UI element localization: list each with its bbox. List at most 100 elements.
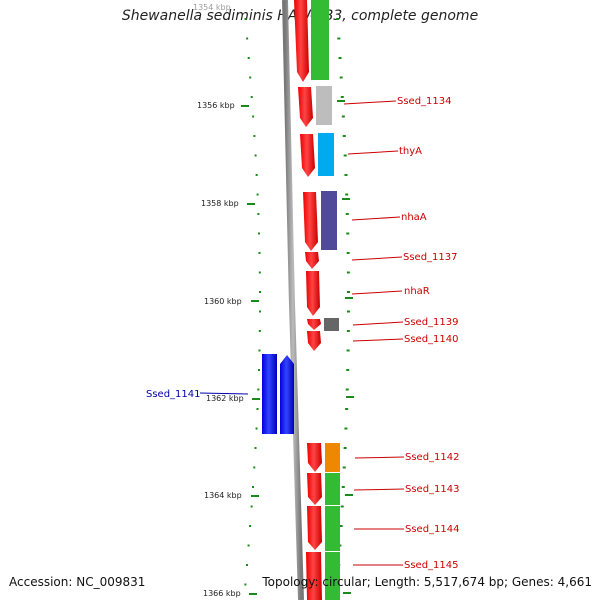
ruler-minor-tick	[345, 388, 349, 391]
ruler-minor-tick	[341, 115, 345, 118]
ruler-minor-tick	[346, 291, 350, 293]
ruler-minor-tick	[339, 525, 343, 527]
ruler-minor-tick	[254, 154, 257, 157]
ruler-minor-tick	[258, 349, 261, 352]
gene-arrow-top[interactable]	[294, 0, 309, 82]
gene-label-ssed-1143[interactable]: Ssed_1143	[405, 484, 460, 495]
genome-backbone	[282, 0, 304, 600]
label-connectors	[199, 100, 405, 566]
ruler-minor-tick	[256, 408, 259, 410]
ruler-label-1356: 1356 kbp	[197, 101, 235, 110]
gene-label-thya[interactable]: thyA	[399, 146, 422, 157]
ruler-minor-tick	[250, 96, 253, 98]
ruler-label-1358: 1358 kbp	[201, 199, 239, 208]
ruler-minor-tick	[258, 310, 261, 313]
gene-label-nhar[interactable]: nhaR	[404, 286, 430, 297]
gene-labels: Ssed_1134 thyA nhaA Ssed_1137 nhaR Ssed_…	[146, 96, 460, 571]
ruler-minor-tick	[251, 486, 254, 488]
gene-label-ssed-1142[interactable]: Ssed_1142	[405, 452, 460, 463]
ruler-minor-tick	[346, 232, 350, 235]
ruler-major-tick	[345, 494, 353, 496]
ruler-minor-tick	[346, 252, 350, 254]
cog-blocks	[311, 0, 340, 600]
ruler-minor-tick	[247, 57, 250, 59]
ruler-label-1366: 1366 kbp	[203, 589, 241, 598]
gene-label-nhaa[interactable]: nhaA	[401, 212, 427, 223]
gene-arrow-ssed-1137[interactable]	[305, 252, 319, 269]
gene-arrow-ssed-1145[interactable]	[306, 552, 322, 600]
gene-label-ssed-1139[interactable]: Ssed_1139	[404, 317, 459, 328]
gene-label-ssed-1137[interactable]: Ssed_1137	[403, 252, 458, 263]
ruler-minor-tick	[346, 369, 350, 371]
cog-block-ssed-1142	[325, 443, 340, 472]
ruler-minor-tick	[257, 213, 260, 215]
ruler-major-tick	[345, 297, 353, 299]
ruler-label-1360: 1360 kbp	[204, 297, 242, 306]
ruler-minor-tick	[249, 76, 252, 79]
gene-label-ssed-1145[interactable]: Ssed_1145	[404, 560, 459, 571]
ruler-major-tick	[251, 300, 259, 302]
ruler-minor-tick	[250, 505, 253, 508]
ruler-minor-tick	[252, 115, 255, 118]
gene-arrow-thya[interactable]	[300, 134, 315, 177]
ruler-minor-tick	[346, 310, 350, 313]
gene-label-ssed-1134[interactable]: Ssed_1134	[397, 96, 452, 107]
ruler-minor-tick	[254, 447, 257, 449]
ruler-minor-tick	[256, 193, 259, 196]
ruler-major-tick	[241, 105, 249, 107]
ruler-minor-tick	[346, 349, 350, 352]
gene-arrow-ssed-1140[interactable]	[307, 331, 321, 351]
ruler-minor-tick	[258, 232, 261, 235]
gene-arrow-nhar[interactable]	[306, 271, 320, 316]
gene-label-ssed-1141[interactable]: Ssed_1141	[146, 389, 201, 400]
ruler-major-tick	[249, 593, 257, 595]
ruler-minor-tick	[344, 174, 348, 176]
ruler-major-tick	[252, 398, 260, 400]
ruler-minor-tick	[337, 37, 341, 40]
cog-block-ssed-1144	[325, 506, 340, 551]
genome-summary-text: Topology: circular; Length: 5,517,674 bp…	[262, 575, 592, 589]
ruler-minor-tick	[249, 525, 252, 527]
ruler-major-tick	[342, 198, 350, 200]
cog-block-ssed-1134	[316, 86, 332, 125]
gene-arrow-ssed-1143[interactable]	[307, 473, 322, 505]
gene-arrow-ssed-1139[interactable]	[307, 319, 321, 330]
gene-ssed-1141[interactable]	[262, 354, 294, 434]
ruler-minor-tick	[340, 96, 344, 98]
ruler-major-tick	[343, 592, 351, 594]
ruler-minor-tick	[258, 271, 261, 274]
ruler-minor-tick	[336, 18, 340, 20]
gene-arrow-ssed-1144[interactable]	[307, 506, 322, 550]
ruler-minor-tick	[339, 76, 343, 79]
ruler-minor-tick	[340, 505, 344, 508]
ruler-minor-tick	[341, 486, 345, 488]
ruler-minor-tick	[258, 291, 261, 293]
ruler-minor-tick	[253, 466, 256, 469]
ruler-minor-tick	[253, 135, 256, 137]
cog-block-ssed-1139	[324, 318, 339, 331]
gene-arrow-ssed-1134[interactable]	[298, 87, 313, 127]
ruler-label-1364: 1364 kbp	[204, 491, 242, 500]
gene-arrow-nhaa[interactable]	[303, 192, 318, 251]
ruler-minor-tick	[257, 369, 260, 371]
ruler-minor-tick	[342, 466, 346, 469]
ruler-labels: 1354 kbp 1356 kbp 1358 kbp 1360 kbp 1362…	[193, 3, 244, 598]
gene-label-ssed-1140[interactable]: Ssed_1140	[404, 334, 459, 345]
ruler-label-1354: 1354 kbp	[193, 3, 231, 12]
gene-label-ssed-1144[interactable]: Ssed_1144	[405, 524, 460, 535]
ruler-minor-tick	[257, 388, 260, 391]
ruler-minor-tick	[258, 252, 261, 254]
cog-block-thya	[318, 133, 334, 176]
cog-block-ssed-1145	[325, 552, 340, 600]
ruler-major-tick	[337, 100, 345, 102]
ruler-minor-tick	[345, 408, 349, 410]
cog-block-ssed-1143	[325, 473, 340, 505]
gene-arrow-ssed-1142[interactable]	[307, 443, 322, 472]
ruler-major-tick	[346, 396, 354, 398]
ruler-major-tick	[251, 495, 259, 497]
ruler-minor-tick	[342, 135, 346, 137]
ruler-minor-tick	[258, 330, 261, 332]
ruler-minor-tick	[345, 193, 349, 196]
ruler-minor-tick	[345, 213, 349, 215]
ruler-label-1362: 1362 kbp	[206, 394, 244, 403]
